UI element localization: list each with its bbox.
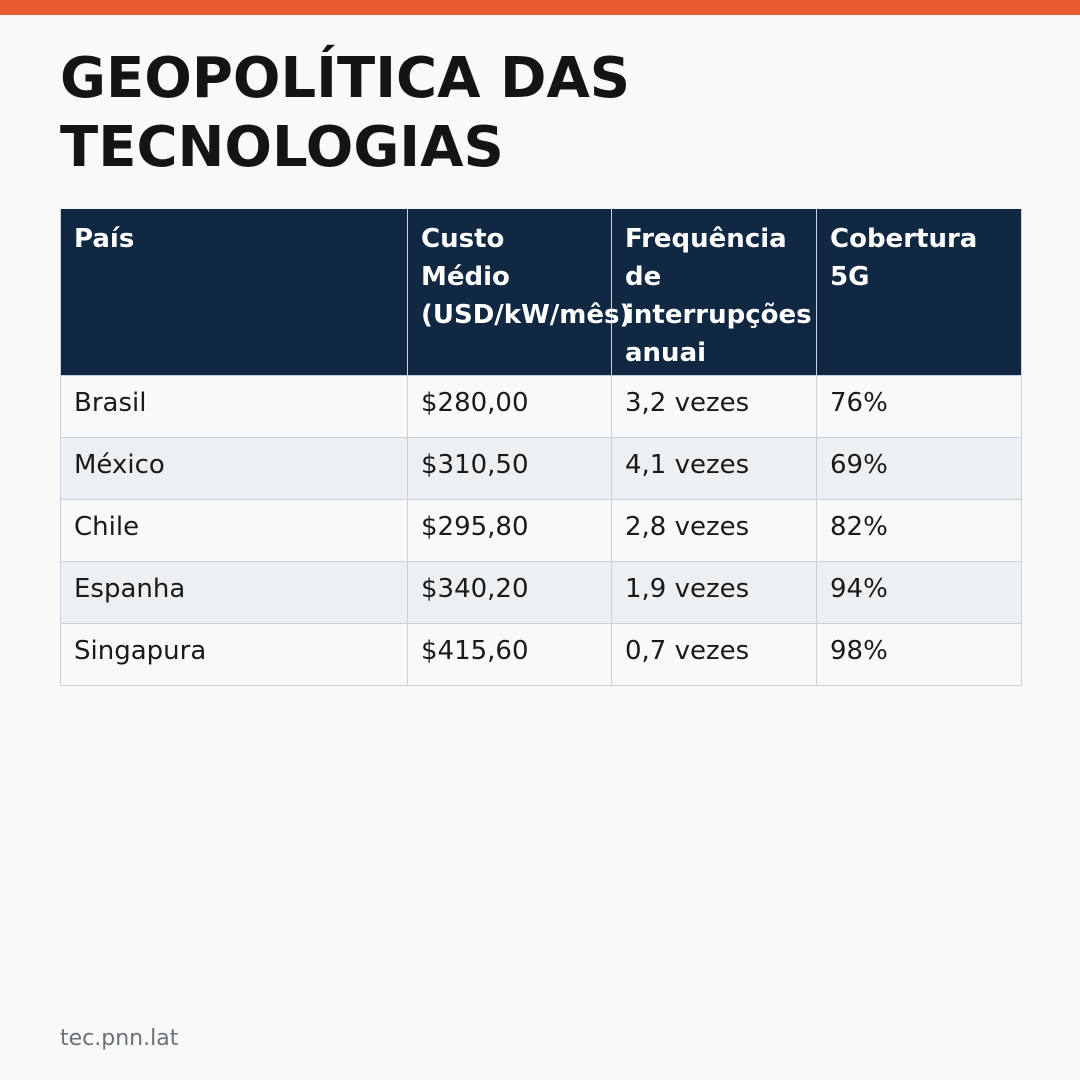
header-line: (USD/kW/mês) [421, 300, 632, 330]
comparison-table: País Custo Médio (USD/kW/mês) Frequência… [60, 209, 1022, 686]
cell-country: Brasil [60, 374, 408, 438]
column-header-country: País [60, 209, 408, 376]
header-line: Médio [421, 262, 510, 292]
footer-source: tec.pnn.lat [60, 1026, 179, 1051]
header-line: Cobertura [830, 224, 978, 254]
column-header-average-cost: Custo Médio (USD/kW/mês) [407, 209, 632, 376]
cell-interruption-frequency: 1,9 vezes [611, 560, 817, 624]
cell-country: Espanha [60, 560, 408, 624]
cell-interruption-frequency: 3,2 vezes [611, 374, 817, 438]
cell-average-cost: $280,00 [407, 374, 612, 438]
cell-interruption-frequency: 4,1 vezes [611, 436, 817, 500]
page-title: GEOPOLÍTICA DAS TECNOLOGIAS [60, 44, 960, 182]
header-line: de [625, 262, 662, 292]
header-line: País [74, 224, 135, 254]
header-line: Frequência [625, 224, 787, 254]
header-line: 5G [830, 262, 870, 292]
cell-5g-coverage: 69% [816, 436, 1022, 500]
header-line: interrupções [625, 300, 812, 330]
table-row: México $310,50 4,1 vezes 69% [60, 436, 1022, 500]
table-row: Brasil $280,00 3,2 vezes 76% [60, 374, 1022, 438]
cell-country: México [60, 436, 408, 500]
table-row: Espanha $340,20 1,9 vezes 94% [60, 560, 1022, 624]
cell-5g-coverage: 76% [816, 374, 1022, 438]
cell-5g-coverage: 82% [816, 498, 1022, 562]
column-header-interruption-frequency: Frequência de interrupções anuai [611, 209, 817, 376]
header-line: anuai [625, 338, 707, 368]
cell-average-cost: $310,50 [407, 436, 612, 500]
table-header-row: País Custo Médio (USD/kW/mês) Frequência… [60, 209, 1022, 376]
page-title-line-2: TECNOLOGIAS [60, 115, 504, 180]
page-title-line-1: GEOPOLÍTICA DAS [60, 46, 631, 111]
cell-country: Chile [60, 498, 408, 562]
cell-interruption-frequency: 2,8 vezes [611, 498, 817, 562]
cell-country: Singapura [60, 622, 408, 686]
header-line: Custo [421, 224, 505, 254]
cell-interruption-frequency: 0,7 vezes [611, 622, 817, 686]
table-row: Singapura $415,60 0,7 vezes 98% [60, 622, 1022, 686]
accent-bar [0, 0, 1080, 15]
cell-5g-coverage: 98% [816, 622, 1022, 686]
column-header-5g-coverage: Cobertura 5G [816, 209, 1022, 376]
cell-5g-coverage: 94% [816, 560, 1022, 624]
cell-average-cost: $415,60 [407, 622, 612, 686]
cell-average-cost: $340,20 [407, 560, 612, 624]
table-row: Chile $295,80 2,8 vezes 82% [60, 498, 1022, 562]
cell-average-cost: $295,80 [407, 498, 612, 562]
